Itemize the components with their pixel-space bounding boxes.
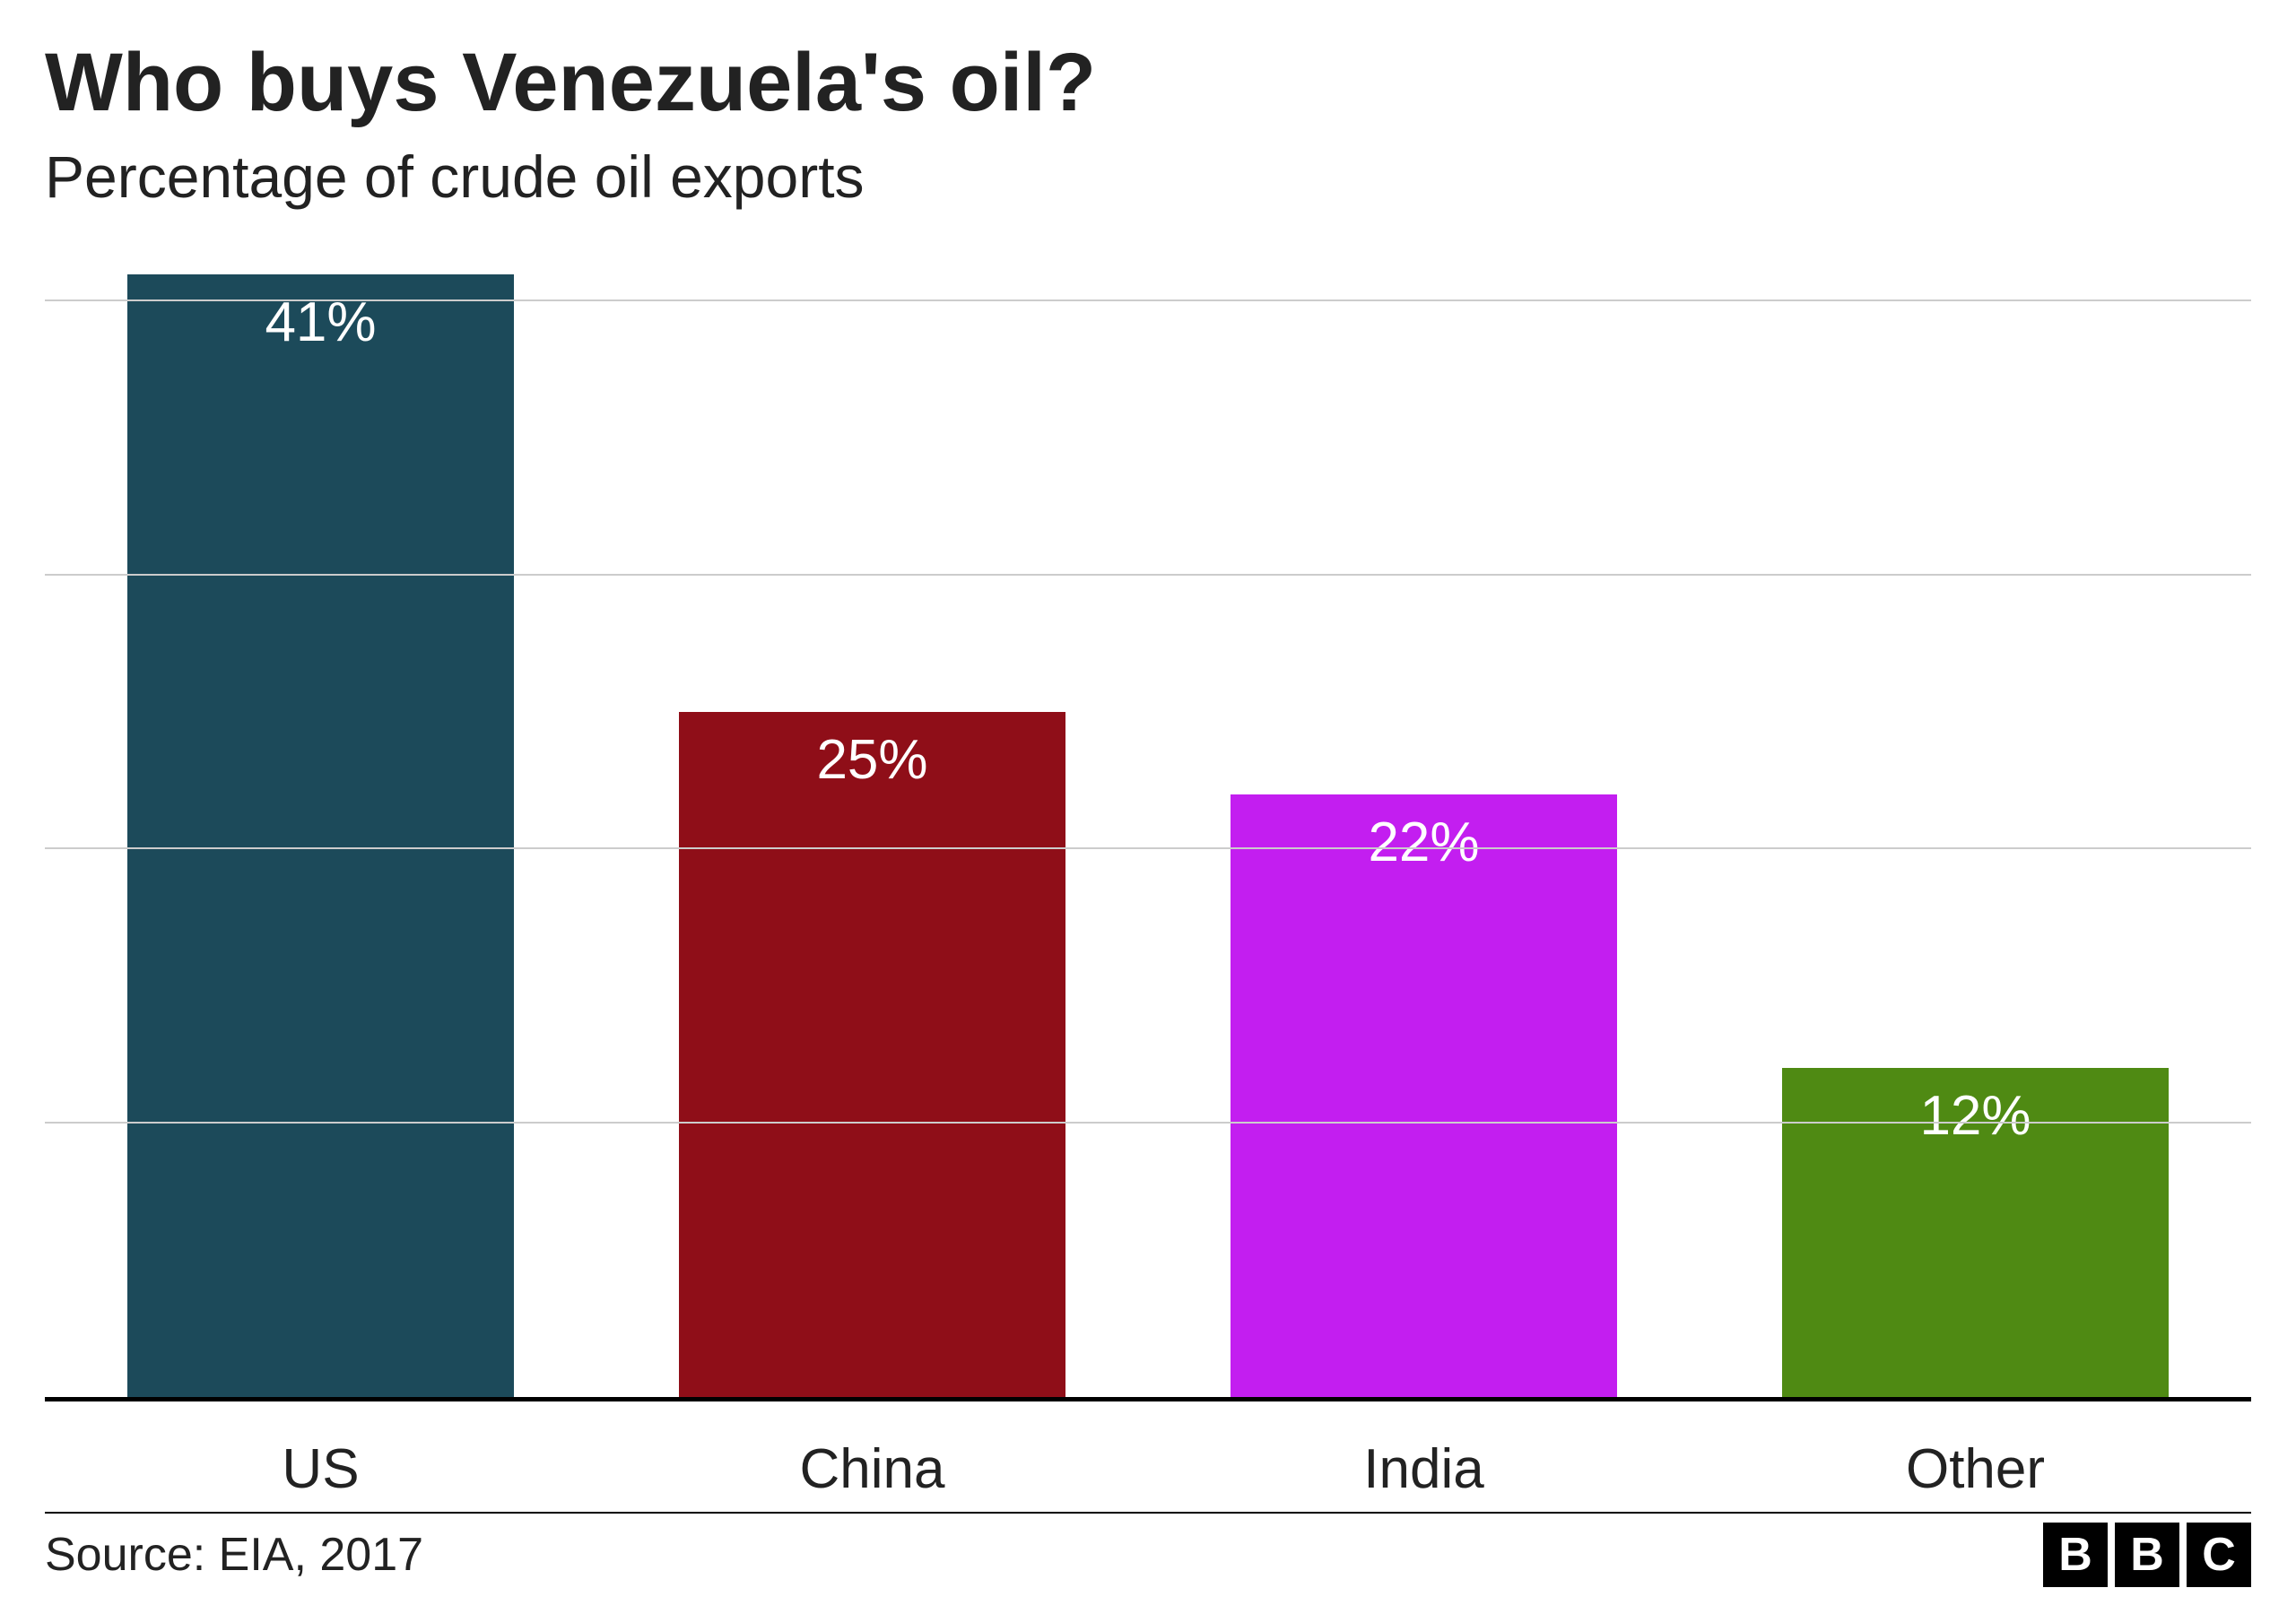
bars-group: 41% 25% 22% 12%: [45, 247, 2251, 1397]
x-axis-label: Other: [1700, 1437, 2251, 1501]
bbc-logo-box: C: [2187, 1523, 2251, 1587]
gridline: [45, 574, 2251, 576]
plot-area: 41% 25% 22% 12%: [45, 247, 2251, 1401]
bar-column: 22%: [1148, 247, 1700, 1397]
gridline: [45, 847, 2251, 849]
bar-value-label: 12%: [1782, 1084, 2169, 1148]
bar: 22%: [1231, 794, 1617, 1397]
bbc-logo: BBC: [2043, 1523, 2251, 1587]
bar-column: 25%: [596, 247, 1148, 1397]
x-axis-label: India: [1148, 1437, 1700, 1501]
bbc-logo-letter: C: [2202, 1528, 2236, 1582]
bar-value-label: 25%: [679, 728, 1065, 792]
bbc-logo-letter: B: [2058, 1528, 2092, 1582]
chart-title: Who buys Venezuela's oil?: [45, 36, 2251, 130]
gridline: [45, 299, 2251, 301]
bbc-logo-box: B: [2115, 1523, 2179, 1587]
plot: 41% 25% 22% 12% USChinaIndiaOther: [45, 247, 2251, 1512]
bar-column: 41%: [45, 247, 596, 1397]
source-text: Source: EIA, 2017: [45, 1528, 423, 1582]
chart-container: Who buys Venezuela's oil? Percentage of …: [0, 0, 2296, 1614]
x-axis-label: US: [45, 1437, 596, 1501]
x-axis-label: China: [596, 1437, 1148, 1501]
bar: 12%: [1782, 1068, 2169, 1397]
x-axis-labels: USChinaIndiaOther: [45, 1437, 2251, 1501]
chart-subtitle: Percentage of crude oil exports: [45, 143, 2251, 211]
bar: 25%: [679, 712, 1065, 1397]
gridline: [45, 1122, 2251, 1124]
bbc-logo-box: B: [2043, 1523, 2108, 1587]
bar-column: 12%: [1700, 247, 2251, 1397]
bbc-logo-letter: B: [2130, 1528, 2164, 1582]
bar-value-label: 22%: [1231, 811, 1617, 874]
footer: Source: EIA, 2017 BBC: [45, 1512, 2251, 1587]
bar: 41%: [127, 274, 514, 1397]
